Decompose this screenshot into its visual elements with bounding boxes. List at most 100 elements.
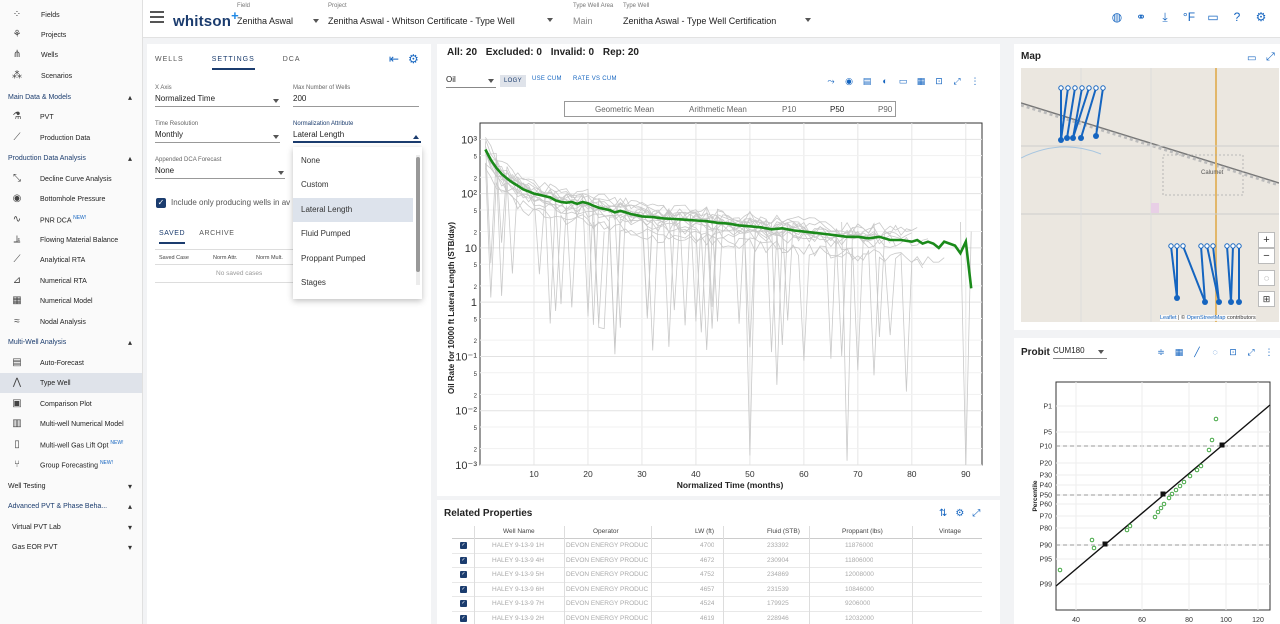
menu-scrollbar-thumb[interactable] — [416, 157, 420, 272]
probit-data-point[interactable] — [1209, 437, 1215, 443]
well-head-marker[interactable] — [1180, 243, 1186, 249]
well-lateral[interactable] — [1060, 87, 1069, 141]
fullscreen-icon[interactable]: ⤢ — [1266, 51, 1275, 63]
sidebar-item-bhp[interactable]: ◉ Bottomhole Pressure — [0, 189, 142, 209]
gear-icon[interactable]: ⚙ — [955, 508, 965, 519]
probit-data-point[interactable] — [1124, 527, 1130, 533]
lasso-select-icon[interactable]: ◌ — [1258, 270, 1275, 286]
well-head-marker[interactable] — [1100, 85, 1106, 91]
row-checkbox[interactable]: ✓ — [460, 585, 467, 593]
settings-gear-icon[interactable]: ⚙ — [1255, 10, 1267, 24]
type-well-area-selector[interactable]: Type Well Area Main — [573, 3, 613, 26]
x-axis-caret-icon[interactable] — [273, 99, 279, 103]
probit-data-point[interactable] — [1187, 473, 1193, 479]
menu-item-fluid-pumped[interactable]: Fluid Pumped — [301, 229, 351, 238]
link-icon[interactable]: ⚭ — [1135, 10, 1147, 24]
probit-metric-select[interactable]: CUM180 — [1053, 346, 1107, 359]
series-p50-line[interactable] — [484, 148, 973, 289]
menu-item-proppant-pumped[interactable]: Proppant Pumped — [301, 254, 366, 263]
line-icon[interactable]: ╱ — [1194, 347, 1200, 357]
legend-item-p90[interactable]: P90 — [878, 105, 893, 114]
probit-percentile-marker[interactable] — [1160, 491, 1166, 497]
zoom-in-button[interactable]: + — [1258, 232, 1275, 248]
probit-data-point[interactable] — [1155, 509, 1161, 515]
column-header[interactable]: Proppant (lbs) — [842, 528, 883, 535]
well-head-marker[interactable] — [1174, 243, 1180, 249]
sidebar-section-well-testing[interactable]: Well Testing ▾ — [0, 476, 142, 496]
well-toe-marker[interactable] — [1236, 299, 1242, 305]
use-cum-button[interactable]: USE CUM — [532, 76, 562, 82]
menu-item-stages[interactable]: Stages — [301, 278, 326, 287]
table-row[interactable]: ✓ HALEY 9-13-9 2H DEVON ENERGY PRODUC 4619 2… — [452, 612, 982, 624]
row-checkbox[interactable]: ✓ — [460, 600, 467, 607]
legend-item-p50[interactable]: P50 — [830, 105, 845, 114]
probit-percentile-marker[interactable] — [1219, 442, 1225, 448]
project-selector[interactable]: Project Zenitha Aswal - Whitson Certific… — [328, 3, 515, 26]
probit-data-point[interactable] — [1173, 487, 1179, 493]
tune-icon[interactable]: ≑ — [1157, 347, 1165, 357]
well-lateral[interactable] — [1200, 245, 1206, 303]
menu-icon[interactable] — [150, 11, 164, 23]
probit-data-point[interactable] — [1213, 416, 1219, 422]
well-toe-marker[interactable] — [1078, 135, 1084, 141]
row-checkbox[interactable]: ✓ — [460, 556, 467, 564]
probit-data-point[interactable] — [1089, 537, 1095, 543]
crop-icon[interactable]: ⊡ — [935, 76, 943, 86]
well-toe-marker[interactable] — [1070, 135, 1076, 141]
column-header[interactable]: Saved Case — [159, 255, 189, 261]
well-toe-marker[interactable] — [1202, 299, 1208, 305]
probit-data-point[interactable] — [1166, 495, 1172, 501]
sidebar-section-main-data[interactable]: Main Data & Models ▴ — [0, 87, 142, 107]
palette-icon[interactable]: ◐ — [882, 76, 888, 86]
type-well-caret-icon[interactable] — [805, 18, 811, 22]
sidebar-item-analytical-rta[interactable]: ⟋ Analytical RTA — [0, 250, 142, 270]
probit-data-point[interactable] — [1177, 483, 1183, 489]
more-vert-icon[interactable]: ⋮ — [1264, 347, 1274, 357]
well-lateral[interactable] — [1230, 245, 1234, 303]
tab-archive[interactable]: ARCHIVE — [199, 230, 235, 237]
project-caret-icon[interactable] — [547, 18, 553, 22]
sidebar-item-scenarios[interactable]: ⁂ Scenarios — [0, 66, 142, 86]
leaflet-link[interactable]: Leaflet — [1160, 315, 1177, 321]
well-head-marker[interactable] — [1058, 85, 1064, 91]
table-row[interactable]: ✓ HALEY 9-13-9 5H DEVON ENERGY PRODUC 4752 2… — [452, 568, 982, 583]
menu-item-lateral-length[interactable]: Lateral Length — [293, 198, 413, 222]
sort-icon[interactable]: ⇅ — [939, 508, 948, 519]
table-row[interactable]: ✓ HALEY 9-13-9 4H DEVON ENERGY PRODUC 4672 2… — [452, 554, 982, 568]
sidebar-item-production-data[interactable]: ⟋ Production Data — [0, 128, 142, 148]
sidebar-section-production-analysis[interactable]: Production Data Analysis ▴ — [0, 148, 142, 168]
well-head-marker[interactable] — [1198, 243, 1204, 249]
max-wells-input[interactable]: Max Number of Wells 200 — [293, 85, 419, 107]
table-row[interactable]: ✓ HALEY 9-13-9 6H DEVON ENERGY PRODUC 4657 2… — [452, 583, 982, 597]
row-checkbox[interactable]: ✓ — [460, 542, 467, 549]
sidebar-item-numerical-rta[interactable]: ⊿ Numerical RTA — [0, 271, 142, 291]
probit-data-point[interactable] — [1152, 514, 1158, 520]
sidebar-item-wells[interactable]: ⋔ Wells — [0, 45, 142, 65]
well-head-marker[interactable] — [1210, 243, 1216, 249]
well-toe-marker[interactable] — [1093, 133, 1099, 139]
probit-data-point[interactable] — [1057, 567, 1063, 573]
probit-data-point[interactable] — [1181, 479, 1187, 485]
time-resolution-caret-icon[interactable] — [273, 135, 279, 139]
well-head-marker[interactable] — [1093, 85, 1099, 91]
column-header[interactable]: Vintage — [939, 528, 961, 535]
map-canvas[interactable]: Calumet — [1021, 68, 1279, 322]
box-select-icon[interactable]: ⊞ — [1258, 291, 1275, 307]
sidebar-item-fields[interactable]: ⁘ Fields — [0, 5, 142, 25]
legend-item-geomean[interactable]: Geometric Mean — [595, 105, 655, 114]
well-lateral[interactable] — [1072, 87, 1090, 139]
sidebar-item-numerical-model[interactable]: ▦ Numerical Model — [0, 291, 142, 311]
probit-chart[interactable]: P1 P5 P10 P20 P30 P40 P50 P60 P70 P80 P90 P95 P99 40 6… — [1014, 370, 1280, 624]
phase-select[interactable]: Oil — [446, 75, 496, 88]
card-icon[interactable]: ▭ — [898, 76, 908, 86]
download-icon[interactable]: ⤓ — [1162, 10, 1168, 24]
globe-icon[interactable]: ◍ — [1111, 10, 1123, 24]
well-lateral[interactable] — [1095, 87, 1104, 137]
appended-dca-caret-icon[interactable] — [278, 171, 284, 175]
x-axis-select[interactable]: X Axis Normalized Time — [155, 85, 280, 107]
sidebar-item-type-well[interactable]: ⋀ Type Well — [0, 373, 142, 393]
field-selector[interactable]: Field Zenitha Aswal — [237, 3, 293, 26]
well-lateral[interactable] — [1212, 245, 1220, 303]
probit-caret-icon[interactable] — [1098, 350, 1104, 354]
column-header[interactable]: Well Name — [503, 528, 535, 535]
